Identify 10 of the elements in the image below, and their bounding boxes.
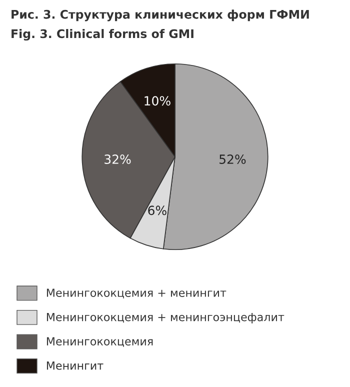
legend-label: Менингококцемия + менингит	[46, 288, 226, 298]
chart-subtitle: Fig. 3. Clinical forms of GMI	[12, 29, 194, 41]
data-label: 32%	[104, 154, 131, 164]
legend-label: Менингит	[46, 362, 104, 370]
data-label: 10%	[144, 96, 170, 106]
legend-label: Менингококцемия	[46, 337, 153, 347]
data-label: 6%	[148, 206, 166, 216]
chart-title: Рис. 3. Структура клинических форм ГФМИ	[12, 10, 309, 22]
legend-label: Менингококцемия + менингоэнцефалит	[46, 312, 284, 324]
data-label: 52%	[220, 154, 246, 164]
